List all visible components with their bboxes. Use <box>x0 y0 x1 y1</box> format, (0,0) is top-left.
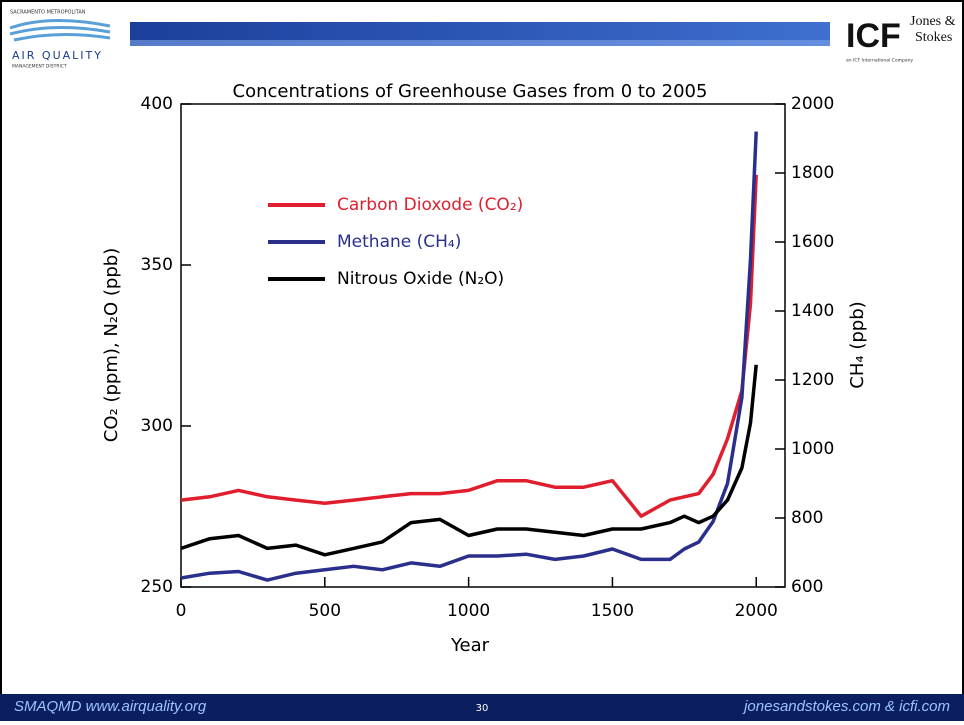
footer-band <box>0 694 964 721</box>
y-tick-label: 350 <box>141 255 173 275</box>
series-line <box>180 364 758 557</box>
legend-label: Carbon Dioxode (CO₂) <box>337 195 523 215</box>
org-name: AIR QUALITY <box>12 49 103 62</box>
footer-right: jonesandstokes.com & icfi.com <box>742 698 950 715</box>
x-tick-label: 1500 <box>591 601 634 621</box>
footer-left: SMAQMD www.airquality.org <box>14 698 207 715</box>
y2-tick-label: 600 <box>791 577 823 597</box>
y2-tick-label: 2000 <box>791 94 834 114</box>
y2-tick-label: 1200 <box>791 370 834 390</box>
chart-title: Concentrations of Greenhouse Gases from … <box>233 81 708 102</box>
series-line <box>180 174 758 518</box>
y2-tick-label: 1400 <box>791 301 834 321</box>
x-axis-label: Year <box>450 635 490 656</box>
icf-sub: an ICF International Company <box>846 58 913 64</box>
y-tick-label: 300 <box>141 416 173 436</box>
y2-tick-label: 800 <box>791 508 823 528</box>
page-number: 30 <box>476 703 489 714</box>
y2-tick-label: 1800 <box>791 163 834 183</box>
y-tick-label: 250 <box>141 577 173 597</box>
org-bottom: MANAGEMENT DISTRICT <box>12 64 67 70</box>
header-stripe <box>130 40 830 46</box>
y2-axis-label: CH₄ (ppb) <box>847 301 868 388</box>
legend-label: Methane (CH₄) <box>337 232 461 252</box>
plot-frame <box>180 103 786 588</box>
x-tick-label: 2000 <box>735 601 778 621</box>
partner-line-2: Stokes <box>915 30 952 45</box>
org-top: SACRAMENTO METROPOLITAN <box>10 10 86 16</box>
x-tick-label: 500 <box>309 601 341 621</box>
y-tick-label: 400 <box>141 94 173 114</box>
aqmd-logo <box>9 18 111 42</box>
y2-tick-label: 1600 <box>791 232 834 252</box>
x-tick-label: 0 <box>176 601 187 621</box>
y2-tick-label: 1000 <box>791 439 834 459</box>
partner-line-1: Jones & <box>910 14 956 29</box>
x-tick-label: 1000 <box>447 601 490 621</box>
icf-logo: ICF <box>846 17 901 55</box>
series-line <box>180 131 758 582</box>
y-axis-label: CO₂ (ppm), N₂O (ppb) <box>101 248 122 442</box>
legend-label: Nitrous Oxide (N₂O) <box>337 269 504 289</box>
